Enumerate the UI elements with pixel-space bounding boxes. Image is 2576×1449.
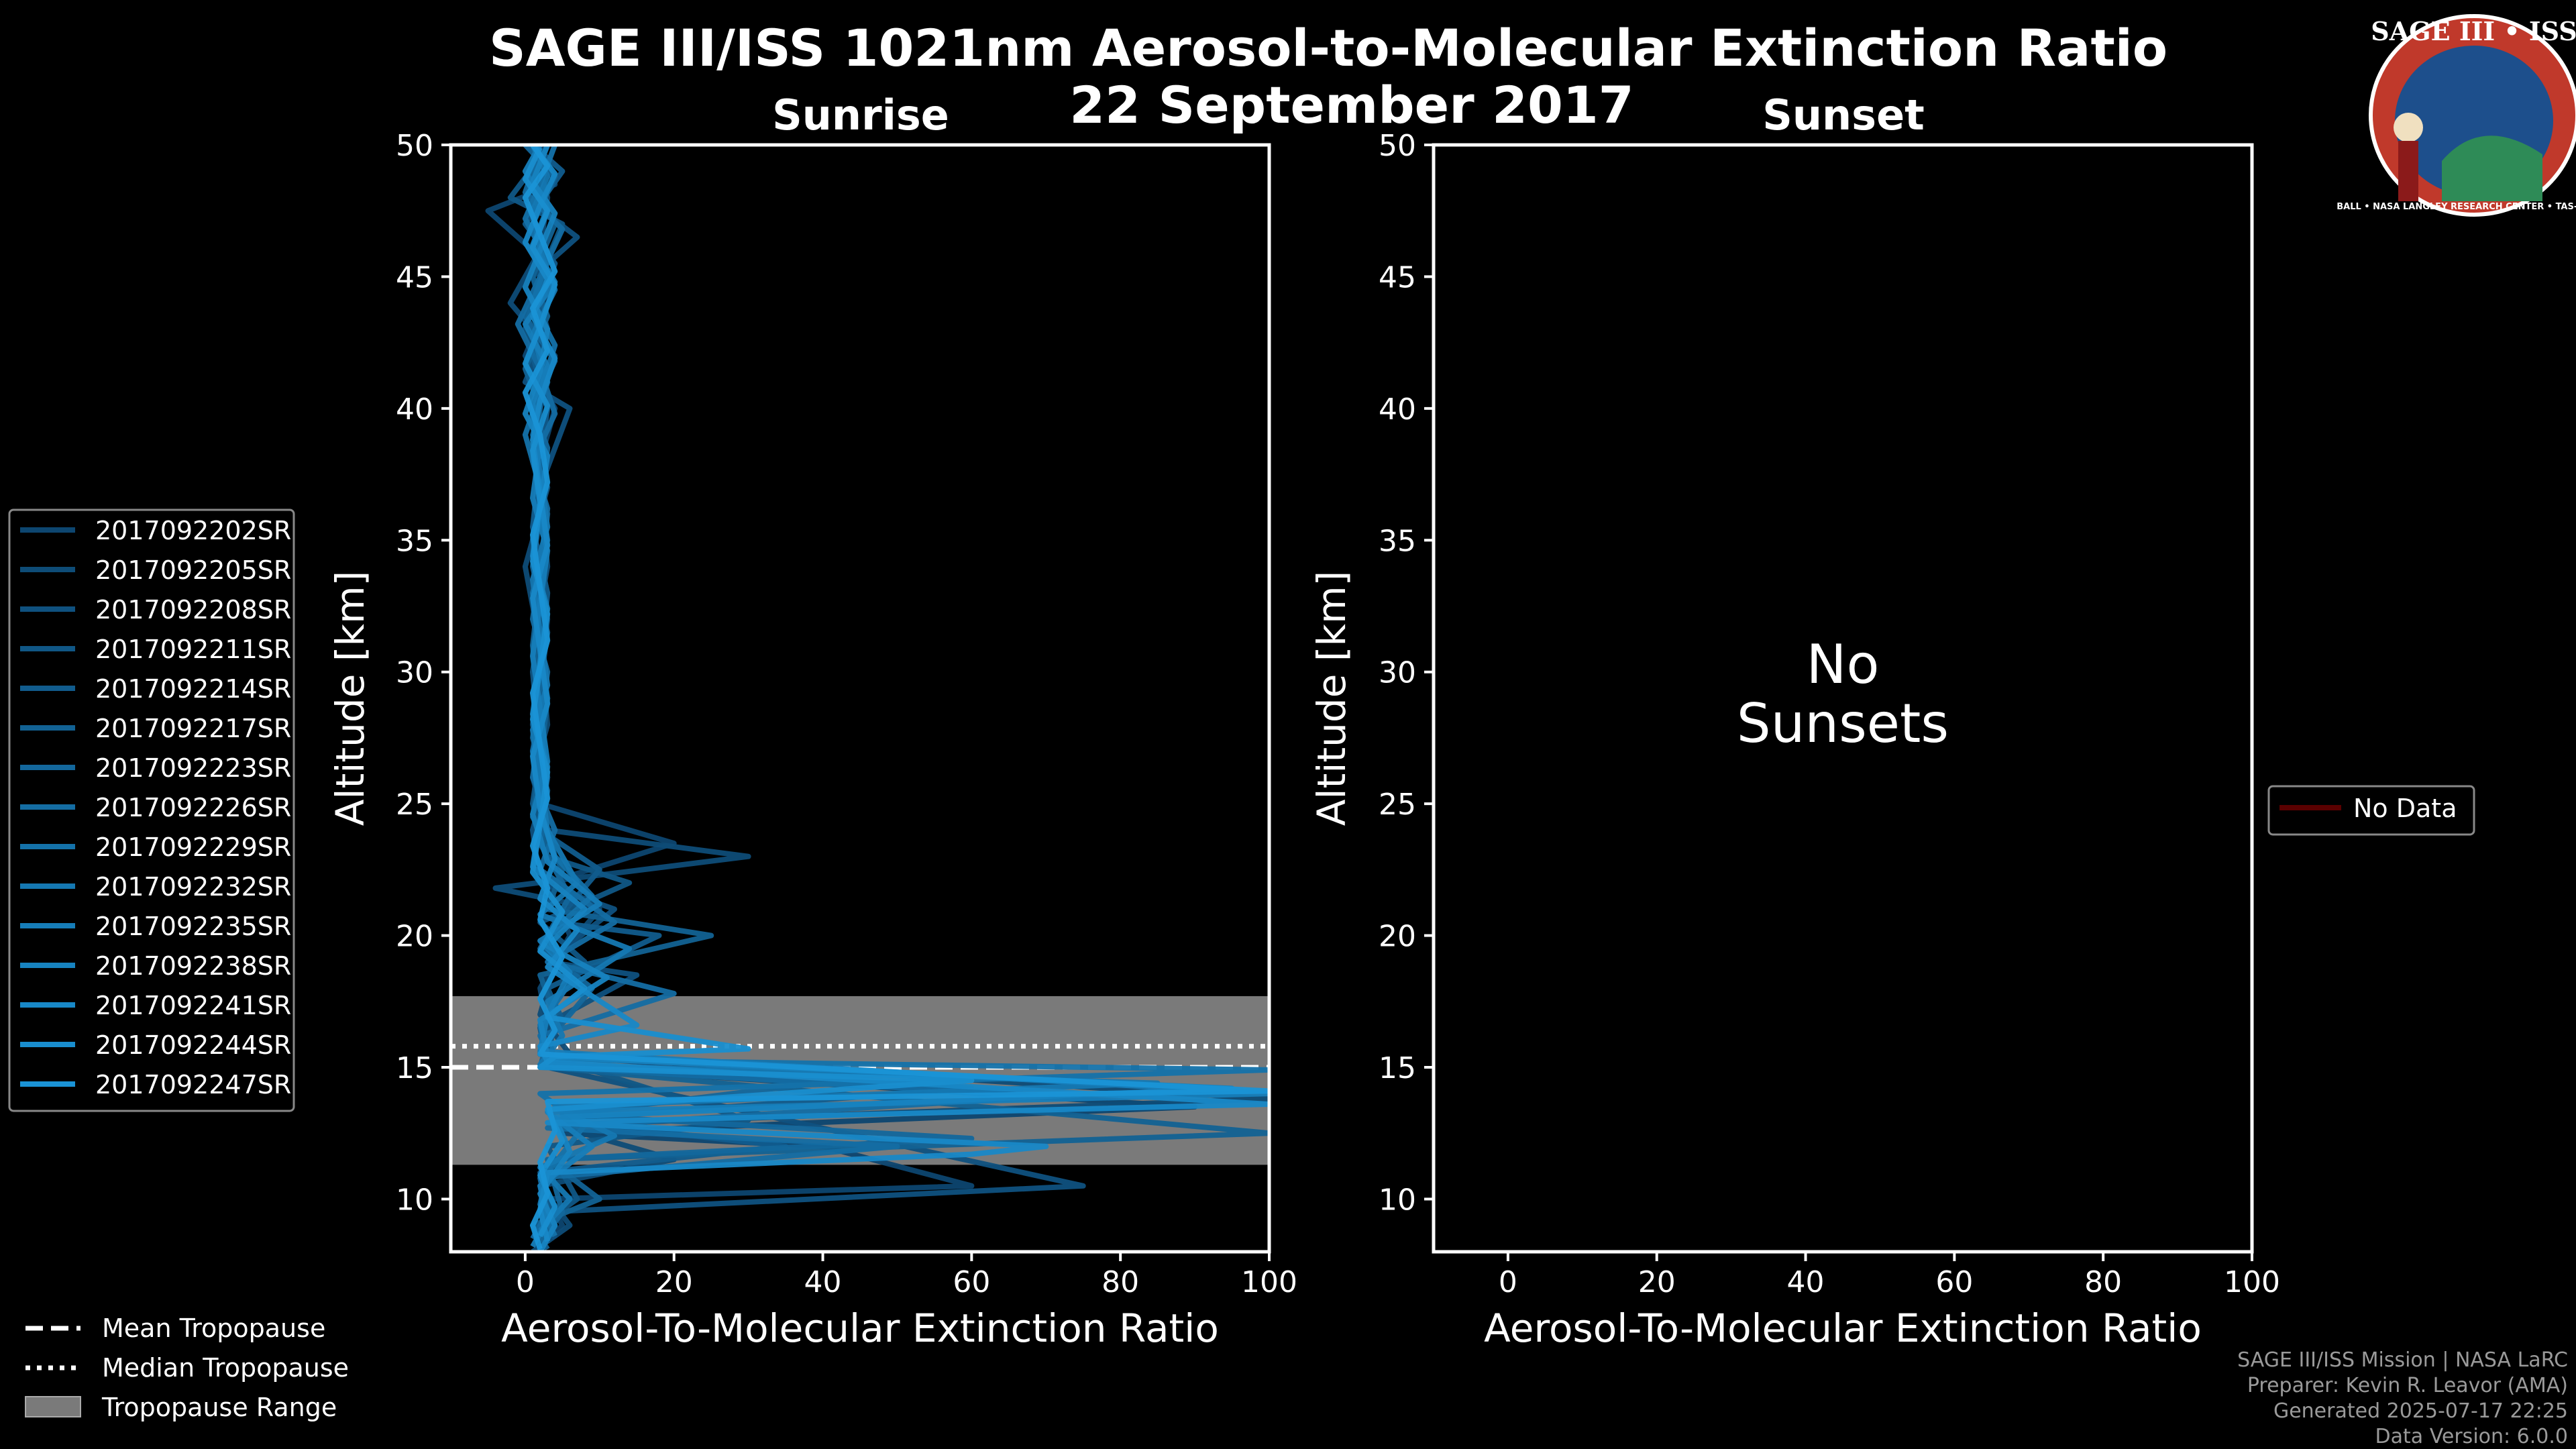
series-line-2017092244SR — [522, 146, 975, 1238]
x-axis-label: Aerosol-To-Molecular Extinction Ratio — [501, 1305, 1219, 1351]
legend-label-2017092211SR: 2017092211SR — [95, 635, 291, 664]
y-tick-label: 10 — [396, 1183, 433, 1217]
x-tick-label: 0 — [516, 1265, 535, 1299]
x-tick-label: 20 — [655, 1265, 693, 1299]
no-data-label: No Data — [2353, 794, 2457, 823]
credits: SAGE III/ISS Mission | NASA LaRC Prepare… — [2237, 1348, 2568, 1448]
no-sunsets-line1: No — [1807, 633, 1880, 696]
median-tropopause-label: Median Tropopause — [102, 1353, 349, 1383]
x-tick-label: 20 — [1638, 1265, 1676, 1299]
legend-label-2017092208SR: 2017092208SR — [95, 595, 291, 625]
y-tick-label: 25 — [396, 788, 433, 822]
sunrise-panel-title: Sunrise — [772, 91, 949, 140]
x-tick-label: 100 — [1241, 1265, 1297, 1299]
y-axis-label: Altitude [km] — [327, 571, 373, 826]
x-tick-label: 80 — [1102, 1265, 1139, 1299]
sunrise-plot-area — [451, 145, 1269, 1252]
y-tick-label: 40 — [1379, 392, 1416, 427]
y-tick-label: 30 — [396, 656, 433, 690]
legend-label-2017092226SR: 2017092226SR — [95, 793, 291, 822]
x-tick-label: 40 — [804, 1265, 842, 1299]
legend-label-2017092232SR: 2017092232SR — [95, 872, 291, 902]
credit-mission: SAGE III/ISS Mission | NASA LaRC — [2237, 1348, 2568, 1372]
sage-iii-iss-logo: SAGE III • ISS BALL • NASA LANGLEY RESEA… — [2337, 14, 2576, 217]
x-tick-label: 60 — [953, 1265, 990, 1299]
x-tick-label: 40 — [1787, 1265, 1825, 1299]
x-tick-label: 60 — [1935, 1265, 1973, 1299]
plot-frame — [1432, 143, 2254, 1254]
series-legend: 2017092202SR 2017092205SR 2017092208SR 2017… — [8, 508, 295, 1112]
plot-frame — [449, 143, 1271, 1254]
mean-tropopause-label: Mean Tropopause — [102, 1313, 325, 1343]
legend-label-2017092202SR: 2017092202SR — [95, 516, 291, 545]
x-axis-label: Aerosol-To-Molecular Extinction Ratio — [1484, 1305, 2202, 1351]
legend-label-2017092238SR: 2017092238SR — [95, 951, 291, 981]
sunrise-panel: 0 20 40 60 80 100 10 15 20 25 30 35 40 45 50 Aerosol-To… — [327, 129, 1297, 1351]
tropopause-range-label: Tropopause Range — [101, 1393, 337, 1422]
y-tick-label: 45 — [396, 260, 433, 294]
y-tick-label: 10 — [1379, 1183, 1416, 1217]
earth-icon — [2442, 136, 2542, 201]
sunset-panel-title: Sunset — [1762, 91, 1925, 140]
legend-label-2017092214SR: 2017092214SR — [95, 674, 291, 704]
figure-date: 22 September 2017 — [1069, 75, 1633, 135]
logo-title: SAGE III • ISS — [2371, 16, 2576, 46]
y-tick-label: 15 — [1379, 1051, 1416, 1085]
credit-preparer: Preparer: Kevin R. Leavor (AMA) — [2247, 1374, 2568, 1397]
legend-label-2017092235SR: 2017092235SR — [95, 912, 291, 941]
y-tick-label: 30 — [1379, 656, 1416, 690]
y-tick-label: 20 — [1379, 920, 1416, 954]
legend-label-2017092217SR: 2017092217SR — [95, 714, 291, 743]
figure-title: SAGE III/ISS 1021nm Aerosol-to-Molecular… — [489, 18, 2167, 78]
y-tick-label: 40 — [396, 392, 433, 427]
y-axis-label: Altitude [km] — [1309, 571, 1354, 826]
legend-label-2017092247SR: 2017092247SR — [95, 1070, 291, 1099]
y-tick-label: 25 — [1379, 788, 1416, 822]
x-tick-label: 100 — [2224, 1265, 2280, 1299]
legend-label-2017092241SR: 2017092241SR — [95, 991, 291, 1020]
y-tick-label: 45 — [1379, 260, 1416, 294]
series-line-2017092247SR — [522, 145, 1269, 1250]
x-tick-label: 0 — [1499, 1265, 1517, 1299]
sunset-legend: No Data — [2267, 785, 2475, 836]
y-tick-label: 20 — [396, 920, 433, 954]
legend-label-2017092205SR: 2017092205SR — [95, 555, 291, 585]
y-tick-label: 15 — [396, 1051, 433, 1085]
logo-ring-text: BALL • NASA LANGLEY RESEARCH CENTER • TA… — [2337, 202, 2576, 212]
legend-label-2017092244SR: 2017092244SR — [95, 1030, 291, 1060]
credit-data-version: Data Version: 6.0.0 — [2375, 1425, 2568, 1448]
y-tick-label: 50 — [396, 129, 433, 163]
y-tick-label: 35 — [1379, 524, 1416, 558]
legend-label-2017092229SR: 2017092229SR — [95, 833, 291, 862]
y-tick-label: 50 — [1379, 129, 1416, 163]
tropopause-legend: Mean Tropopause Median Tropopause Tropop… — [25, 1313, 349, 1422]
y-tick-label: 35 — [396, 524, 433, 558]
credit-generated: Generated 2025-07-17 22:25 — [2273, 1399, 2568, 1423]
tropopause-range-swatch — [25, 1396, 81, 1417]
x-tick-label: 80 — [2084, 1265, 2122, 1299]
no-sunsets-line2: Sunsets — [1737, 692, 1949, 755]
legend-label-2017092223SR: 2017092223SR — [95, 753, 291, 783]
